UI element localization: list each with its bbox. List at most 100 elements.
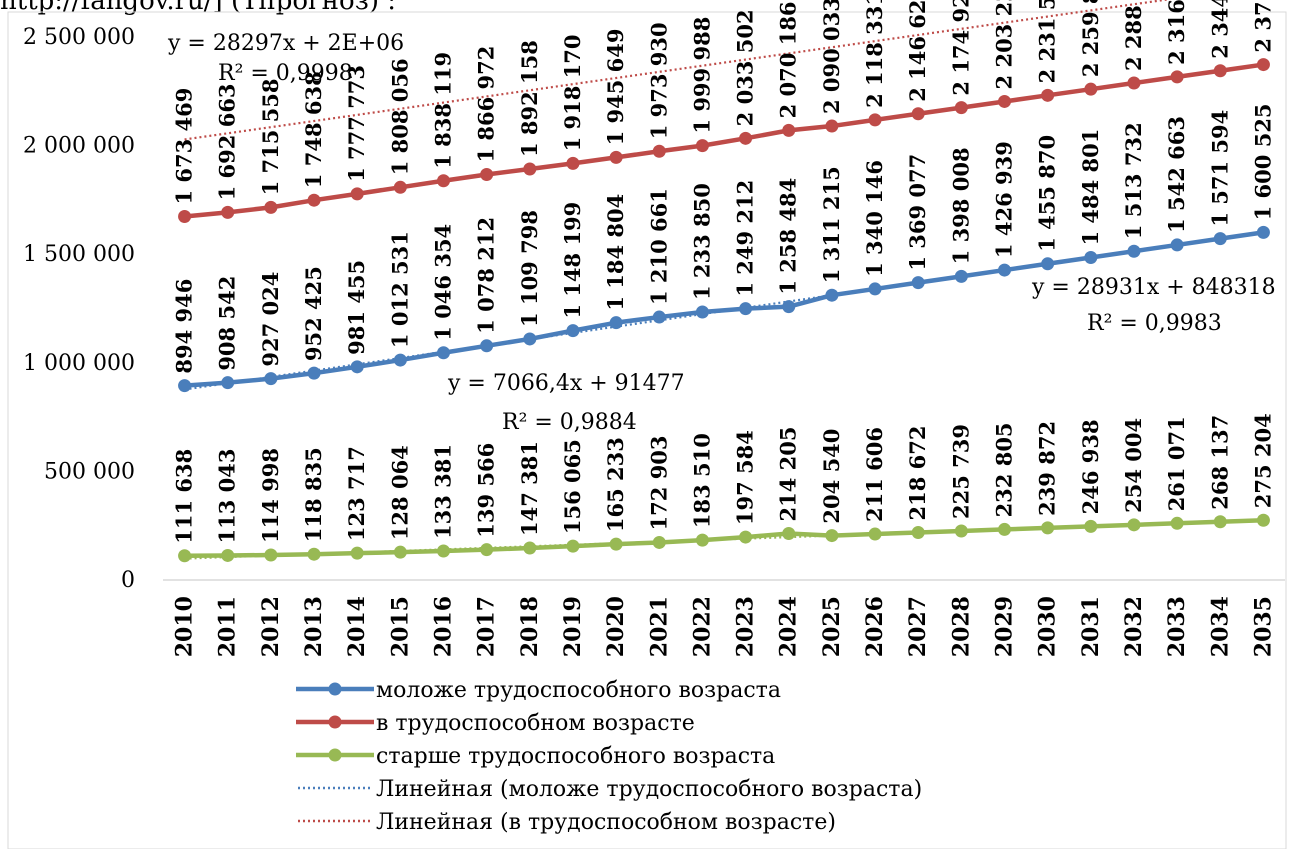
data-point xyxy=(1256,225,1270,239)
x-tick-label: 2026 xyxy=(862,596,888,657)
x-tick-label: 2023 xyxy=(733,596,759,657)
data-point xyxy=(523,332,537,346)
data-point xyxy=(868,282,882,296)
data-point xyxy=(695,139,709,153)
data-point xyxy=(1213,232,1227,246)
data-label: 1 571 594 xyxy=(1207,110,1232,227)
data-point xyxy=(1127,518,1141,532)
data-point xyxy=(998,522,1011,536)
data-label: 2 174 925 xyxy=(948,0,973,96)
data-label: 2 033 502 xyxy=(733,9,758,126)
data-point xyxy=(178,379,192,393)
data-label: 246 938 xyxy=(1078,419,1103,514)
data-point xyxy=(825,529,839,543)
data-point xyxy=(221,205,235,219)
data-point xyxy=(695,305,709,319)
data-label: 225 739 xyxy=(948,424,973,519)
data-label: 123 717 xyxy=(344,446,369,541)
chart-border xyxy=(7,11,1287,849)
data-label: 214 205 xyxy=(776,426,801,521)
data-label: 261 071 xyxy=(1164,416,1189,511)
data-point xyxy=(1041,521,1055,535)
data-point xyxy=(437,174,450,188)
data-point xyxy=(178,549,192,563)
x-tick-label: 2011 xyxy=(215,596,241,657)
x-tick-label: 2028 xyxy=(948,596,974,657)
data-label: 172 903 xyxy=(646,435,671,530)
data-label: 894 946 xyxy=(172,279,197,374)
data-label: 1 692 663 xyxy=(215,83,240,200)
trend-r2-young: R² = 0,9983 xyxy=(1087,311,1222,336)
data-label: 268 137 xyxy=(1207,415,1232,510)
data-label: 275 204 xyxy=(1250,413,1275,508)
legend-marker xyxy=(328,715,342,729)
data-label: 2 288 113 xyxy=(1121,0,1146,71)
data-point xyxy=(1213,64,1227,78)
data-point xyxy=(652,535,666,549)
data-point xyxy=(437,346,450,360)
data-point xyxy=(998,263,1011,277)
data-point xyxy=(911,107,925,121)
data-point xyxy=(350,360,364,374)
data-label: 908 542 xyxy=(215,276,240,371)
data-point xyxy=(911,526,925,540)
data-label: 232 805 xyxy=(992,422,1017,517)
x-tick-label: 2024 xyxy=(776,596,802,657)
data-point xyxy=(739,131,753,145)
y-tick-label: 0 xyxy=(121,568,135,593)
series-line xyxy=(184,230,1264,388)
data-label: 1 513 732 xyxy=(1121,122,1146,239)
x-axis: 2010 2011 2012 2013 2014 2015 2016 2017 2018 2019… xyxy=(172,596,1277,657)
trend-equation-working: y = 28297x + 2E+06 xyxy=(167,31,404,56)
data-label: 156 065 xyxy=(560,439,585,534)
data-point xyxy=(998,94,1011,108)
data-label: 1 892 158 xyxy=(517,40,542,157)
data-label: 952 425 xyxy=(301,266,326,361)
x-tick-label: 2018 xyxy=(517,596,543,657)
data-label: 1 109 798 xyxy=(517,210,542,327)
data-label: 1 184 804 xyxy=(603,194,628,311)
data-point xyxy=(825,119,839,133)
trendline-annotations: y = 28297x + 2E+06 R² = 0,9998 y = 28931… xyxy=(167,31,1276,435)
chart-legend: моложе трудоспособного возраста в трудосп… xyxy=(296,678,922,835)
data-point xyxy=(911,276,925,290)
data-point xyxy=(350,187,364,201)
data-label: 1 340 146 xyxy=(862,160,887,277)
data-point xyxy=(264,200,278,214)
data-label: 1 249 212 xyxy=(733,180,758,297)
legend-label: моложе трудоспособного возраста xyxy=(376,678,781,703)
data-point xyxy=(393,180,407,194)
data-label: 114 998 xyxy=(258,448,283,543)
data-point xyxy=(1256,513,1270,527)
series-line xyxy=(184,62,1264,219)
data-point xyxy=(1041,257,1055,271)
data-label: 204 540 xyxy=(819,429,844,524)
data-label: 1 918 170 xyxy=(560,34,585,151)
data-label: 1 078 212 xyxy=(474,217,499,334)
data-point xyxy=(695,533,709,547)
data-point xyxy=(782,123,796,137)
data-point xyxy=(652,144,666,158)
trend-equation-young: y = 28931x + 848318 xyxy=(1031,275,1276,300)
data-point xyxy=(954,101,968,115)
y-tick-label: 500 000 xyxy=(44,459,135,484)
x-tick-label: 2014 xyxy=(344,596,370,657)
data-point xyxy=(1170,70,1184,84)
data-point xyxy=(566,539,580,553)
data-label: 927 024 xyxy=(258,272,283,367)
x-tick-label: 2027 xyxy=(905,596,931,657)
data-label: 113 043 xyxy=(215,448,240,543)
data-point xyxy=(523,162,537,176)
x-tick-label: 2032 xyxy=(1121,596,1147,657)
data-point xyxy=(1041,88,1055,102)
data-label: 1 148 199 xyxy=(560,202,585,319)
x-tick-label: 2033 xyxy=(1164,596,1190,657)
data-point xyxy=(480,543,494,557)
legend-marker xyxy=(328,682,342,696)
data-label: 197 584 xyxy=(733,430,758,525)
data-label: 147 381 xyxy=(517,441,542,536)
x-tick-label: 2017 xyxy=(474,596,500,657)
data-point xyxy=(437,544,450,558)
data-point xyxy=(307,193,321,207)
